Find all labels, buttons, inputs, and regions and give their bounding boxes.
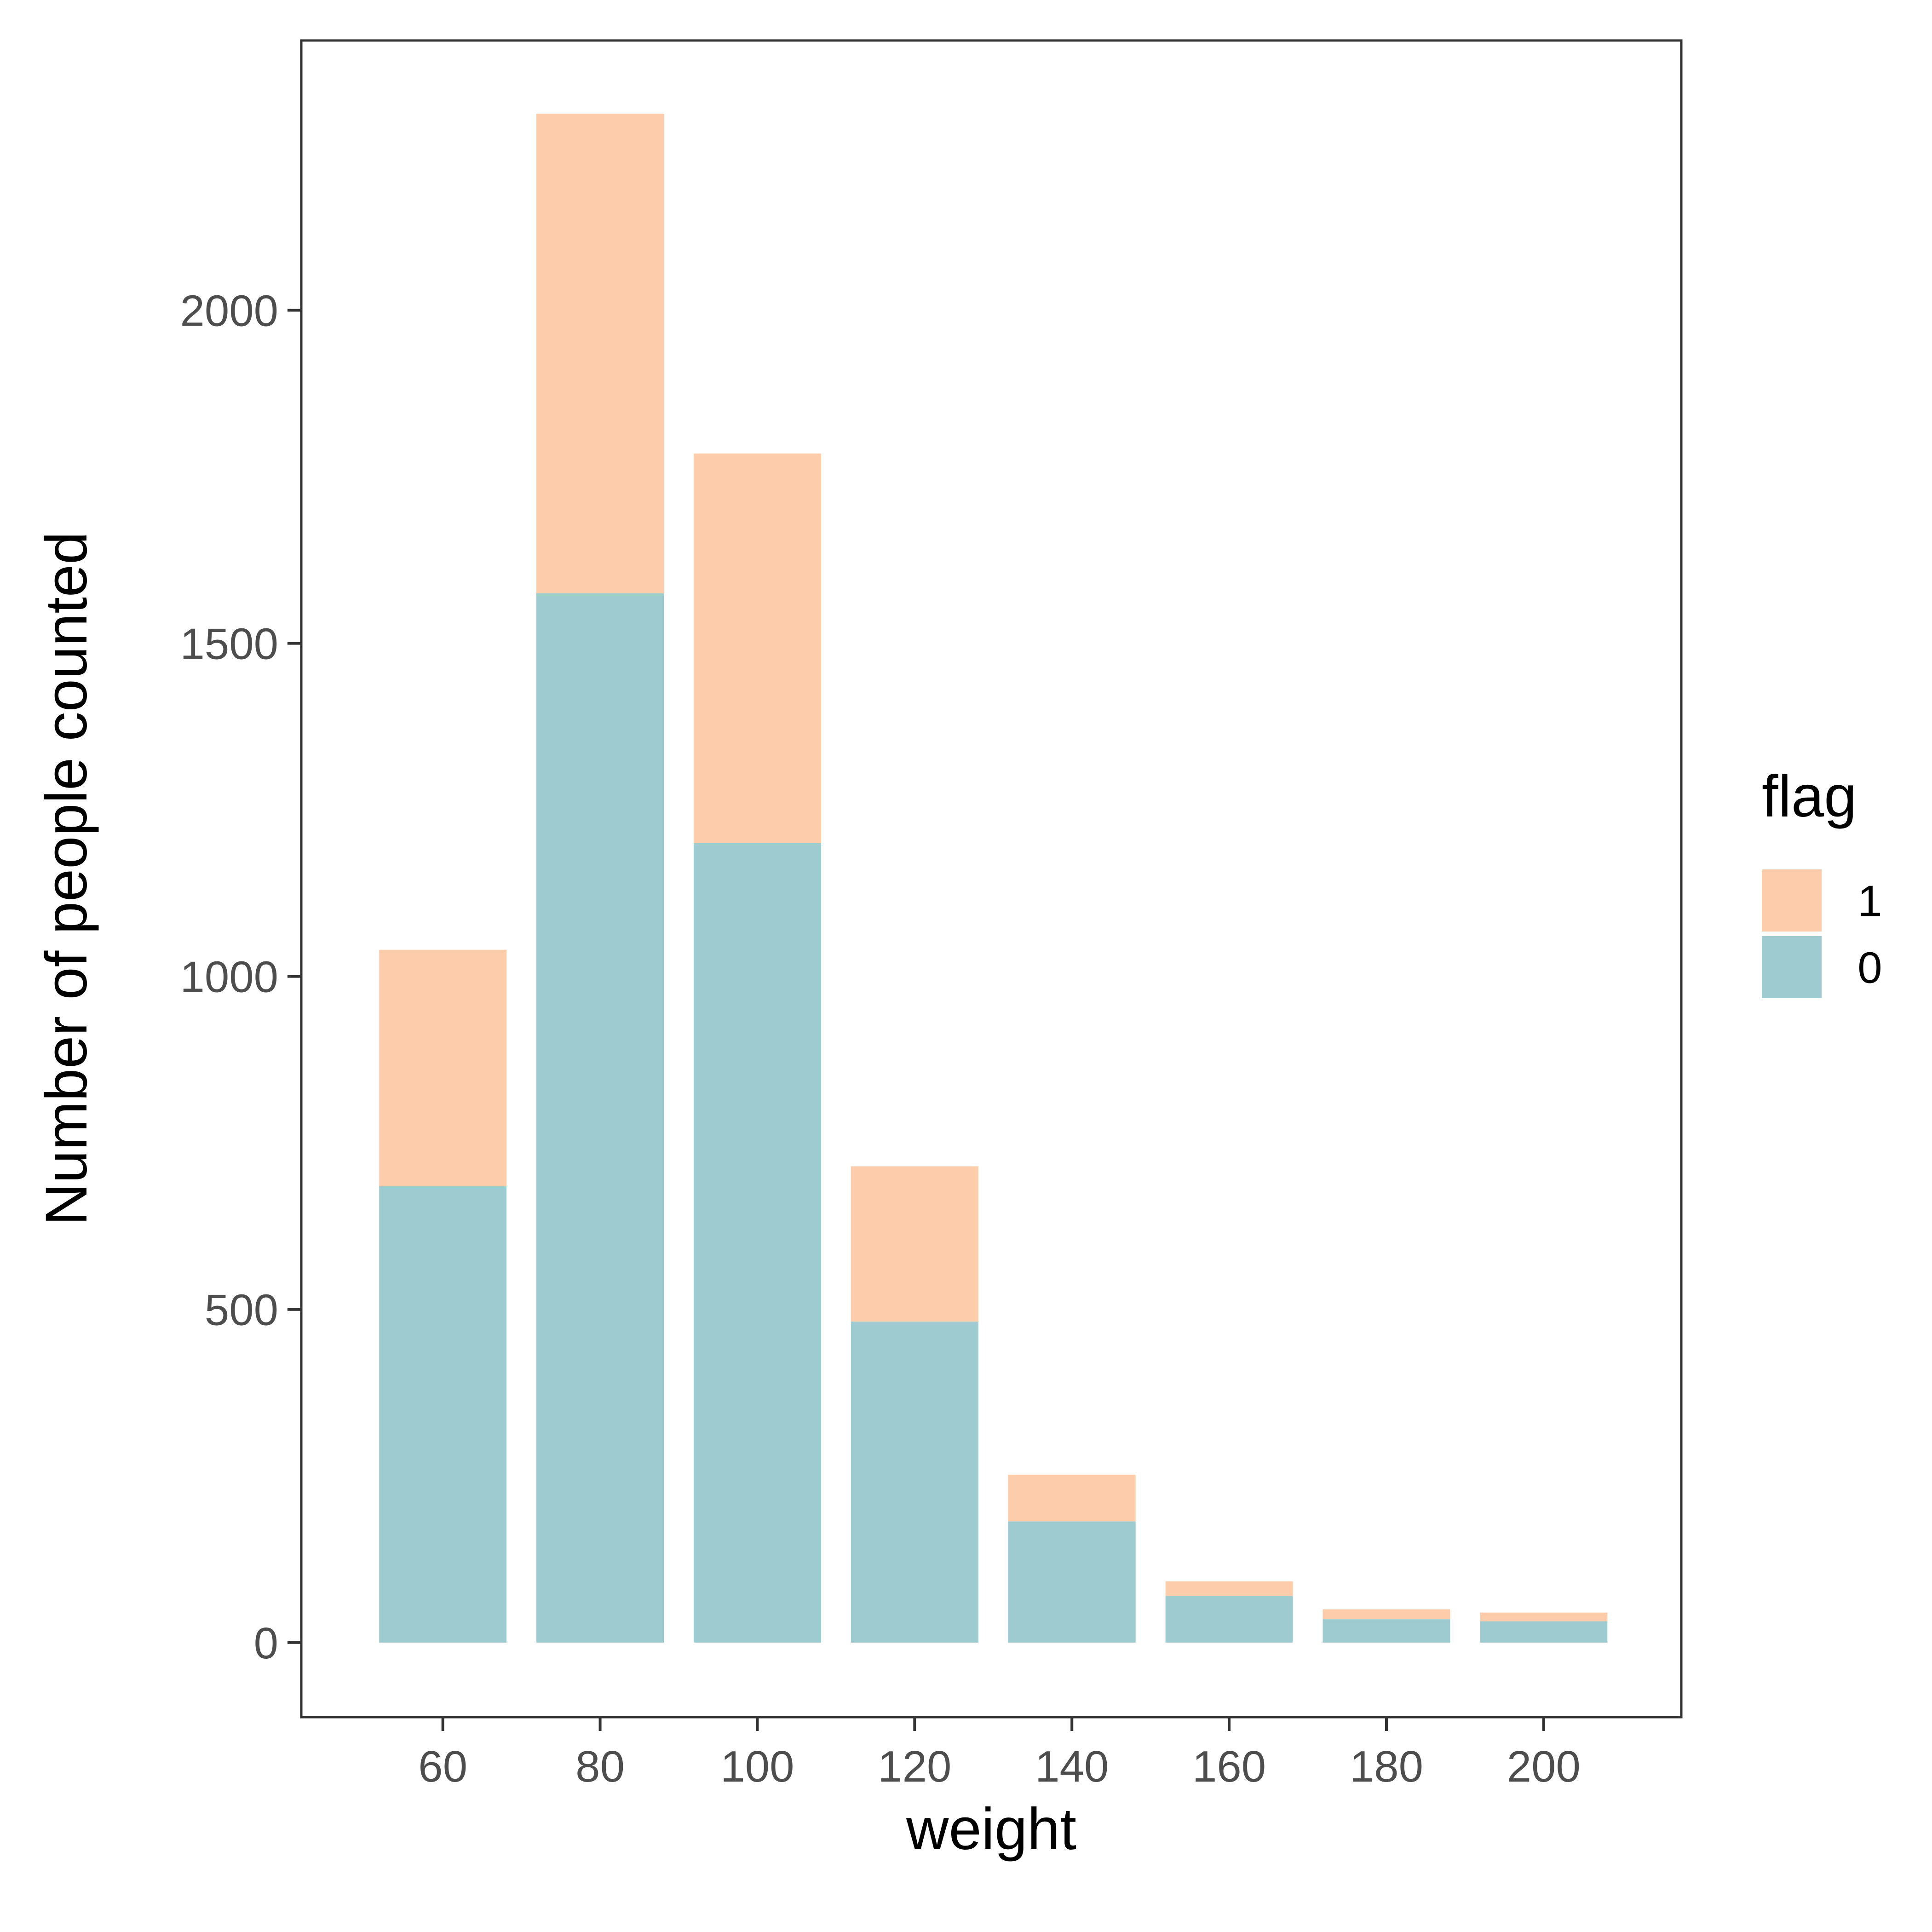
bar-segment-flag-1 [693, 453, 821, 844]
x-tick-label: 100 [720, 1742, 794, 1791]
bar-segment-flag-1 [379, 949, 507, 1186]
bars-layer [379, 114, 1608, 1643]
bar-segment-flag-0 [536, 593, 664, 1643]
legend-key-flag-0 [1762, 936, 1822, 998]
x-tick-label: 60 [418, 1742, 467, 1791]
y-axis: 0 500 1000 1500 2000 [180, 287, 301, 1668]
y-tick-label: 1500 [180, 620, 278, 669]
legend-entries: 10 [1762, 869, 1882, 998]
legend: flag 10 [1762, 764, 1882, 998]
legend-label-flag-0: 0 [1857, 943, 1882, 993]
bar-segment-flag-1 [536, 114, 664, 593]
x-tick-label: 140 [1035, 1742, 1109, 1791]
bar-segment-flag-0 [1480, 1621, 1608, 1643]
bar-segment-flag-1 [1480, 1612, 1608, 1622]
bar-segment-flag-0 [379, 1186, 507, 1643]
y-tick-label: 1000 [180, 953, 278, 1002]
legend-label-flag-1: 1 [1857, 877, 1882, 926]
bar-segment-flag-0 [1008, 1521, 1136, 1643]
x-tick-label: 180 [1350, 1742, 1423, 1791]
x-tick-label: 160 [1192, 1742, 1266, 1791]
bar-segment-flag-1 [1008, 1474, 1136, 1522]
legend-key-flag-1 [1762, 869, 1822, 932]
bar-segment-flag-1 [1165, 1581, 1293, 1596]
x-axis: 60 80 100 120 140 160 180 200 [418, 1717, 1581, 1791]
plot-panel-border [300, 39, 1683, 1719]
y-tick-label: 2000 [180, 287, 278, 336]
bar-segment-flag-0 [851, 1321, 978, 1643]
y-tick-label: 0 [254, 1619, 278, 1668]
bar-segment-flag-1 [1322, 1609, 1450, 1620]
x-axis-title: weight [906, 1796, 1076, 1862]
x-tick-label: 80 [575, 1742, 625, 1791]
x-tick-label: 120 [878, 1742, 951, 1791]
y-axis-title: Number of people counted [34, 532, 99, 1226]
legend-title: flag [1762, 764, 1857, 829]
x-tick-label: 200 [1507, 1742, 1581, 1791]
bar-segment-flag-1 [851, 1166, 978, 1322]
bar-segment-flag-0 [1322, 1619, 1450, 1643]
y-tick-label: 500 [205, 1286, 278, 1335]
bar-segment-flag-0 [1165, 1596, 1293, 1643]
bar-segment-flag-0 [693, 843, 821, 1643]
